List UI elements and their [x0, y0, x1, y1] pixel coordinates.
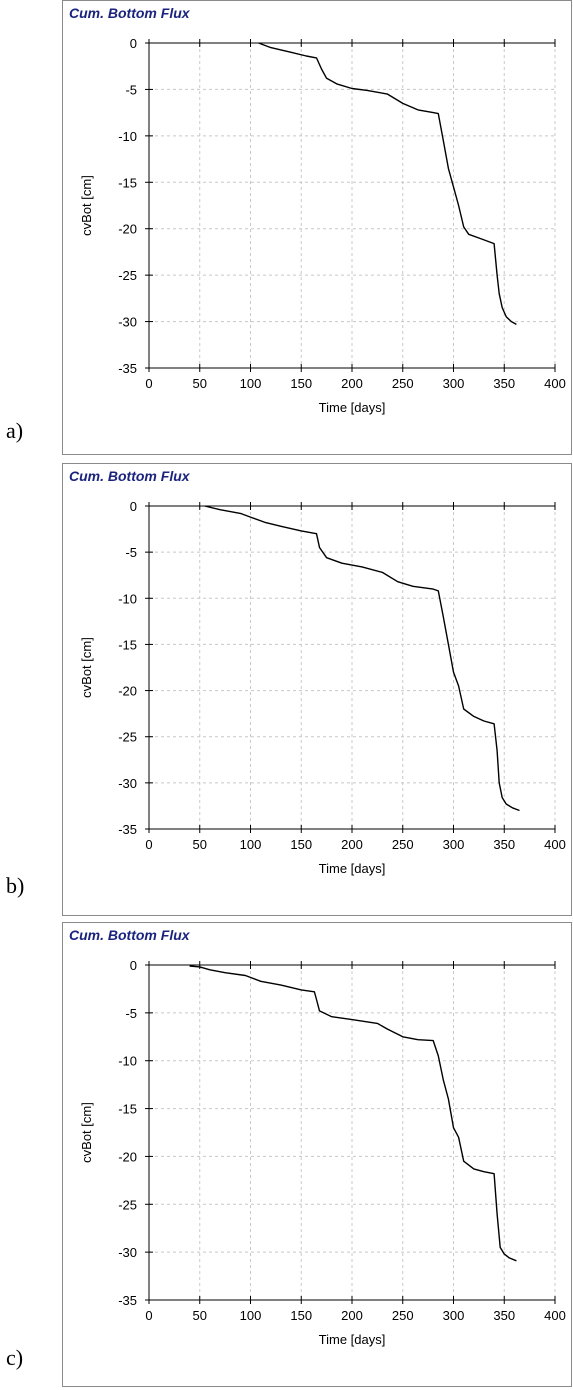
x-tick-label: 400 — [544, 1308, 566, 1323]
y-tick-label: -15 — [118, 637, 137, 652]
x-tick-label: 250 — [392, 1308, 414, 1323]
x-tick-label: 100 — [240, 1308, 262, 1323]
series-line — [204, 505, 520, 812]
chart-svg: 0 50 100 150 200 250 300 350 400 0 -5 -10 -15 -20 -25 -… — [79, 36, 566, 415]
y-tick-label: 0 — [130, 499, 137, 514]
y-tick-label: -30 — [118, 776, 137, 791]
x-tick-label: 300 — [443, 376, 465, 391]
y-axis-label: cvBot [cm] — [79, 1102, 94, 1163]
x-tick-label: 50 — [193, 376, 207, 391]
y-axis-label: cvBot [cm] — [79, 637, 94, 698]
chart-svg: 0 50 100 150 200 250 300 350 400 0 -5 -10 -15 -20 -25 -… — [79, 499, 566, 876]
chart-title: Cum. Bottom Flux — [69, 5, 190, 21]
y-tick-label: -10 — [118, 1054, 137, 1069]
x-tick-label: 0 — [145, 376, 152, 391]
y-tick-label: -5 — [125, 82, 137, 97]
x-tick-label: 50 — [193, 1308, 207, 1323]
x-tick-label: 400 — [544, 837, 566, 852]
y-tick-label: -15 — [118, 1102, 137, 1117]
x-tick-label: 200 — [341, 376, 363, 391]
x-tick-label: 200 — [341, 837, 363, 852]
panel-label: b) — [6, 873, 25, 898]
y-axis-label: cvBot [cm] — [79, 175, 94, 236]
y-tick-label: -5 — [125, 545, 137, 560]
y-tick-label: -30 — [118, 315, 137, 330]
x-tick-label: 400 — [544, 376, 566, 391]
x-tick-label: 100 — [240, 837, 262, 852]
x-tick-label: 350 — [493, 376, 515, 391]
x-axis-label: Time [days] — [319, 861, 386, 876]
x-tick-label: 150 — [290, 837, 312, 852]
x-tick-label: 0 — [145, 1308, 152, 1323]
series-line — [189, 965, 517, 1262]
series-line — [258, 42, 517, 326]
y-tick-label: -20 — [118, 222, 137, 237]
y-tick-label: -35 — [118, 1293, 137, 1308]
x-tick-label: 250 — [392, 837, 414, 852]
y-tick-label: -10 — [118, 591, 137, 606]
chart-panel: Cum. Bottom Flux 0 50 100 150 200 250 300 350 400… — [62, 463, 572, 916]
y-tick-label: -35 — [118, 361, 137, 376]
y-tick-label: -20 — [118, 1149, 137, 1164]
y-tick-label: -25 — [118, 268, 137, 283]
chart-panel: Cum. Bottom Flux 0 50 100 150 200 250 300 350 400… — [62, 922, 572, 1387]
y-tick-label: -10 — [118, 129, 137, 144]
x-tick-label: 200 — [341, 1308, 363, 1323]
y-tick-label: -20 — [118, 684, 137, 699]
x-tick-label: 350 — [493, 1308, 515, 1323]
y-tick-label: -30 — [118, 1245, 137, 1260]
y-tick-label: 0 — [130, 36, 137, 51]
y-tick-label: -35 — [118, 822, 137, 837]
chart-panel: Cum. Bottom Flux 0 50 100 150 200 250 300 350 400… — [62, 0, 572, 455]
x-axis-label: Time [days] — [319, 1332, 386, 1347]
y-tick-label: -15 — [118, 175, 137, 190]
x-tick-label: 150 — [290, 1308, 312, 1323]
panel-label: a) — [6, 418, 24, 443]
y-tick-label: -25 — [118, 730, 137, 745]
chart-title: Cum. Bottom Flux — [69, 468, 190, 484]
x-tick-label: 300 — [443, 837, 465, 852]
y-tick-label: -5 — [125, 1006, 137, 1021]
chart-svg: 0 50 100 150 200 250 300 350 400 0 -5 -10 -15 -20 -25 -… — [79, 958, 566, 1347]
x-tick-label: 100 — [240, 376, 262, 391]
x-tick-label: 350 — [493, 837, 515, 852]
y-tick-label: 0 — [130, 958, 137, 973]
x-axis-label: Time [days] — [319, 400, 386, 415]
x-tick-label: 300 — [443, 1308, 465, 1323]
y-tick-label: -25 — [118, 1197, 137, 1212]
x-tick-label: 250 — [392, 376, 414, 391]
chart-title: Cum. Bottom Flux — [69, 927, 190, 943]
x-tick-label: 50 — [193, 837, 207, 852]
x-tick-label: 0 — [145, 837, 152, 852]
x-tick-label: 150 — [290, 376, 312, 391]
panel-label: c) — [6, 1345, 24, 1370]
